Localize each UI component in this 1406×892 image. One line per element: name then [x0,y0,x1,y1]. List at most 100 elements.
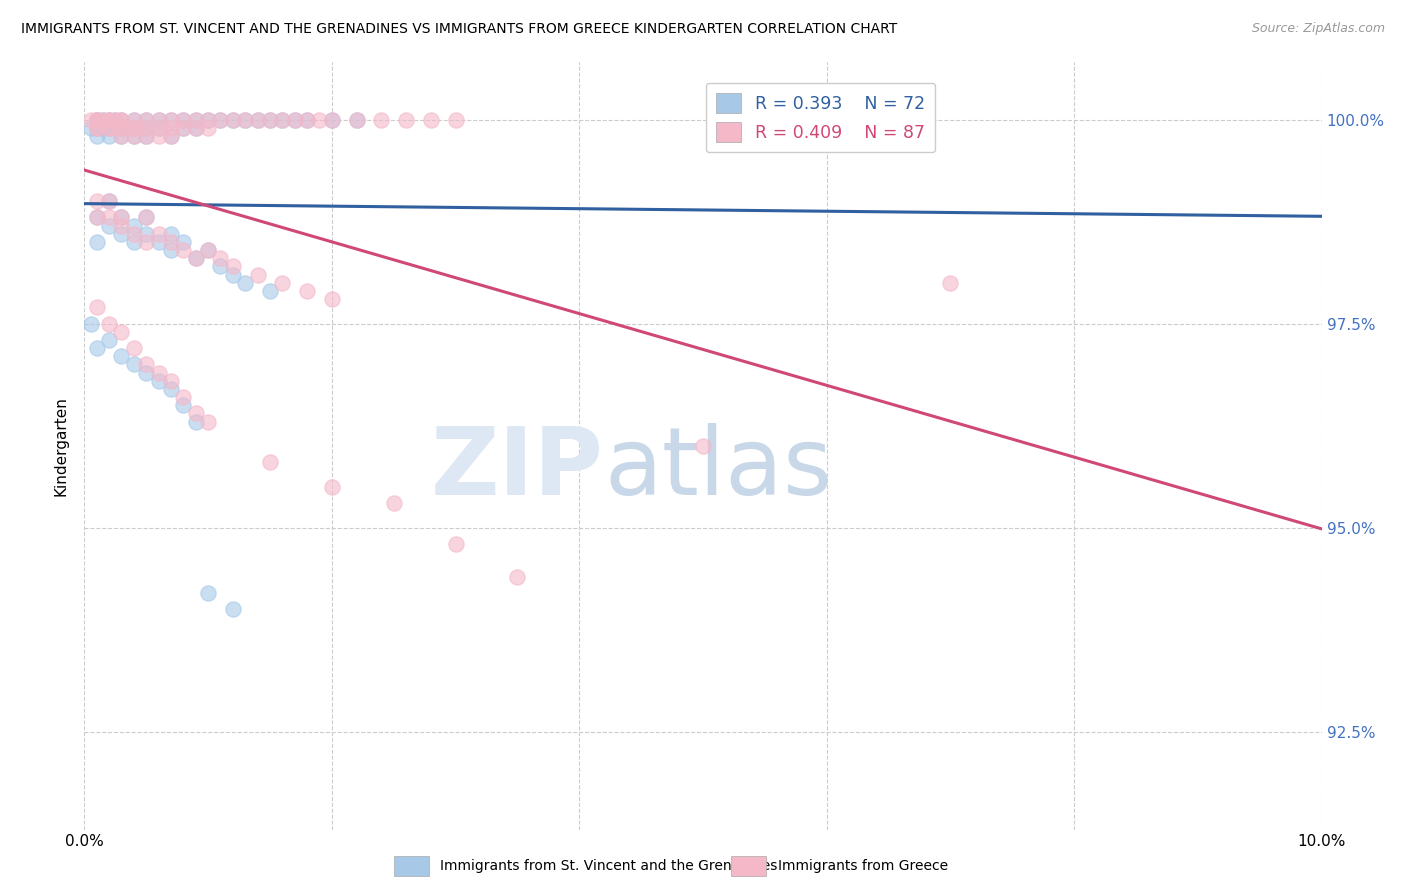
Text: IMMIGRANTS FROM ST. VINCENT AND THE GRENADINES VS IMMIGRANTS FROM GREECE KINDERG: IMMIGRANTS FROM ST. VINCENT AND THE GREN… [21,22,897,37]
Point [395,112,418,127]
Point [148,112,170,127]
Point [246,268,269,282]
Point [104,112,127,127]
Point [295,284,318,298]
Point [135,120,157,135]
Point [98,112,121,127]
Point [98,194,121,209]
Point [160,243,183,257]
Point [148,120,170,135]
Point [135,128,157,143]
Point [110,128,132,143]
Text: atlas: atlas [605,423,832,515]
Point [122,120,145,135]
Point [321,112,343,127]
Point [135,235,157,249]
Point [148,227,170,241]
Point [98,120,121,135]
Point [172,112,194,127]
Point [91,120,114,135]
Point [172,243,194,257]
Point [209,252,232,266]
Point [295,112,318,127]
Point [939,276,962,290]
Point [160,374,183,388]
Point [135,128,157,143]
Point [246,112,269,127]
Point [110,211,132,225]
Point [135,211,157,225]
Point [110,211,132,225]
Point [110,120,132,135]
Point [98,194,121,209]
Point [233,112,256,127]
Point [160,112,183,127]
Point [110,325,132,339]
Point [110,112,132,127]
Point [135,112,157,127]
Point [419,112,441,127]
Point [197,112,219,127]
Point [86,120,108,135]
Point [110,219,132,233]
Point [110,112,132,127]
Point [122,128,145,143]
Point [346,112,368,127]
Point [209,112,232,127]
Point [160,128,183,143]
Point [110,120,132,135]
Point [172,398,194,412]
Point [86,112,108,127]
Point [86,194,108,209]
Point [172,120,194,135]
Point [197,415,219,429]
Point [172,235,194,249]
Point [222,268,245,282]
Point [370,112,392,127]
Point [184,252,207,266]
Point [506,569,529,583]
Point [259,455,281,469]
Text: Immigrants from Greece: Immigrants from Greece [778,859,948,873]
Point [122,227,145,241]
Point [86,120,108,135]
Point [98,317,121,331]
Point [209,112,232,127]
Point [122,112,145,127]
Point [98,211,121,225]
Point [160,112,183,127]
Point [246,112,269,127]
Point [91,112,114,127]
Point [197,243,219,257]
Point [209,260,232,274]
Point [259,284,281,298]
Point [86,112,108,127]
Legend: R = 0.393    N = 72, R = 0.409    N = 87: R = 0.393 N = 72, R = 0.409 N = 87 [706,83,935,153]
Point [184,415,207,429]
Point [110,227,132,241]
Point [98,219,121,233]
Point [122,128,145,143]
Point [110,112,132,127]
Point [160,382,183,396]
Point [197,586,219,600]
Point [184,120,207,135]
Point [98,120,121,135]
Point [110,349,132,363]
Point [444,112,467,127]
Point [271,112,294,127]
Point [160,235,183,249]
Point [148,235,170,249]
Point [259,112,281,127]
Point [91,112,114,127]
Point [122,120,145,135]
Point [346,112,368,127]
Point [184,120,207,135]
Point [444,537,467,551]
Point [135,120,157,135]
Point [184,112,207,127]
Point [148,128,170,143]
Point [110,128,132,143]
Point [122,112,145,127]
Point [222,112,245,127]
